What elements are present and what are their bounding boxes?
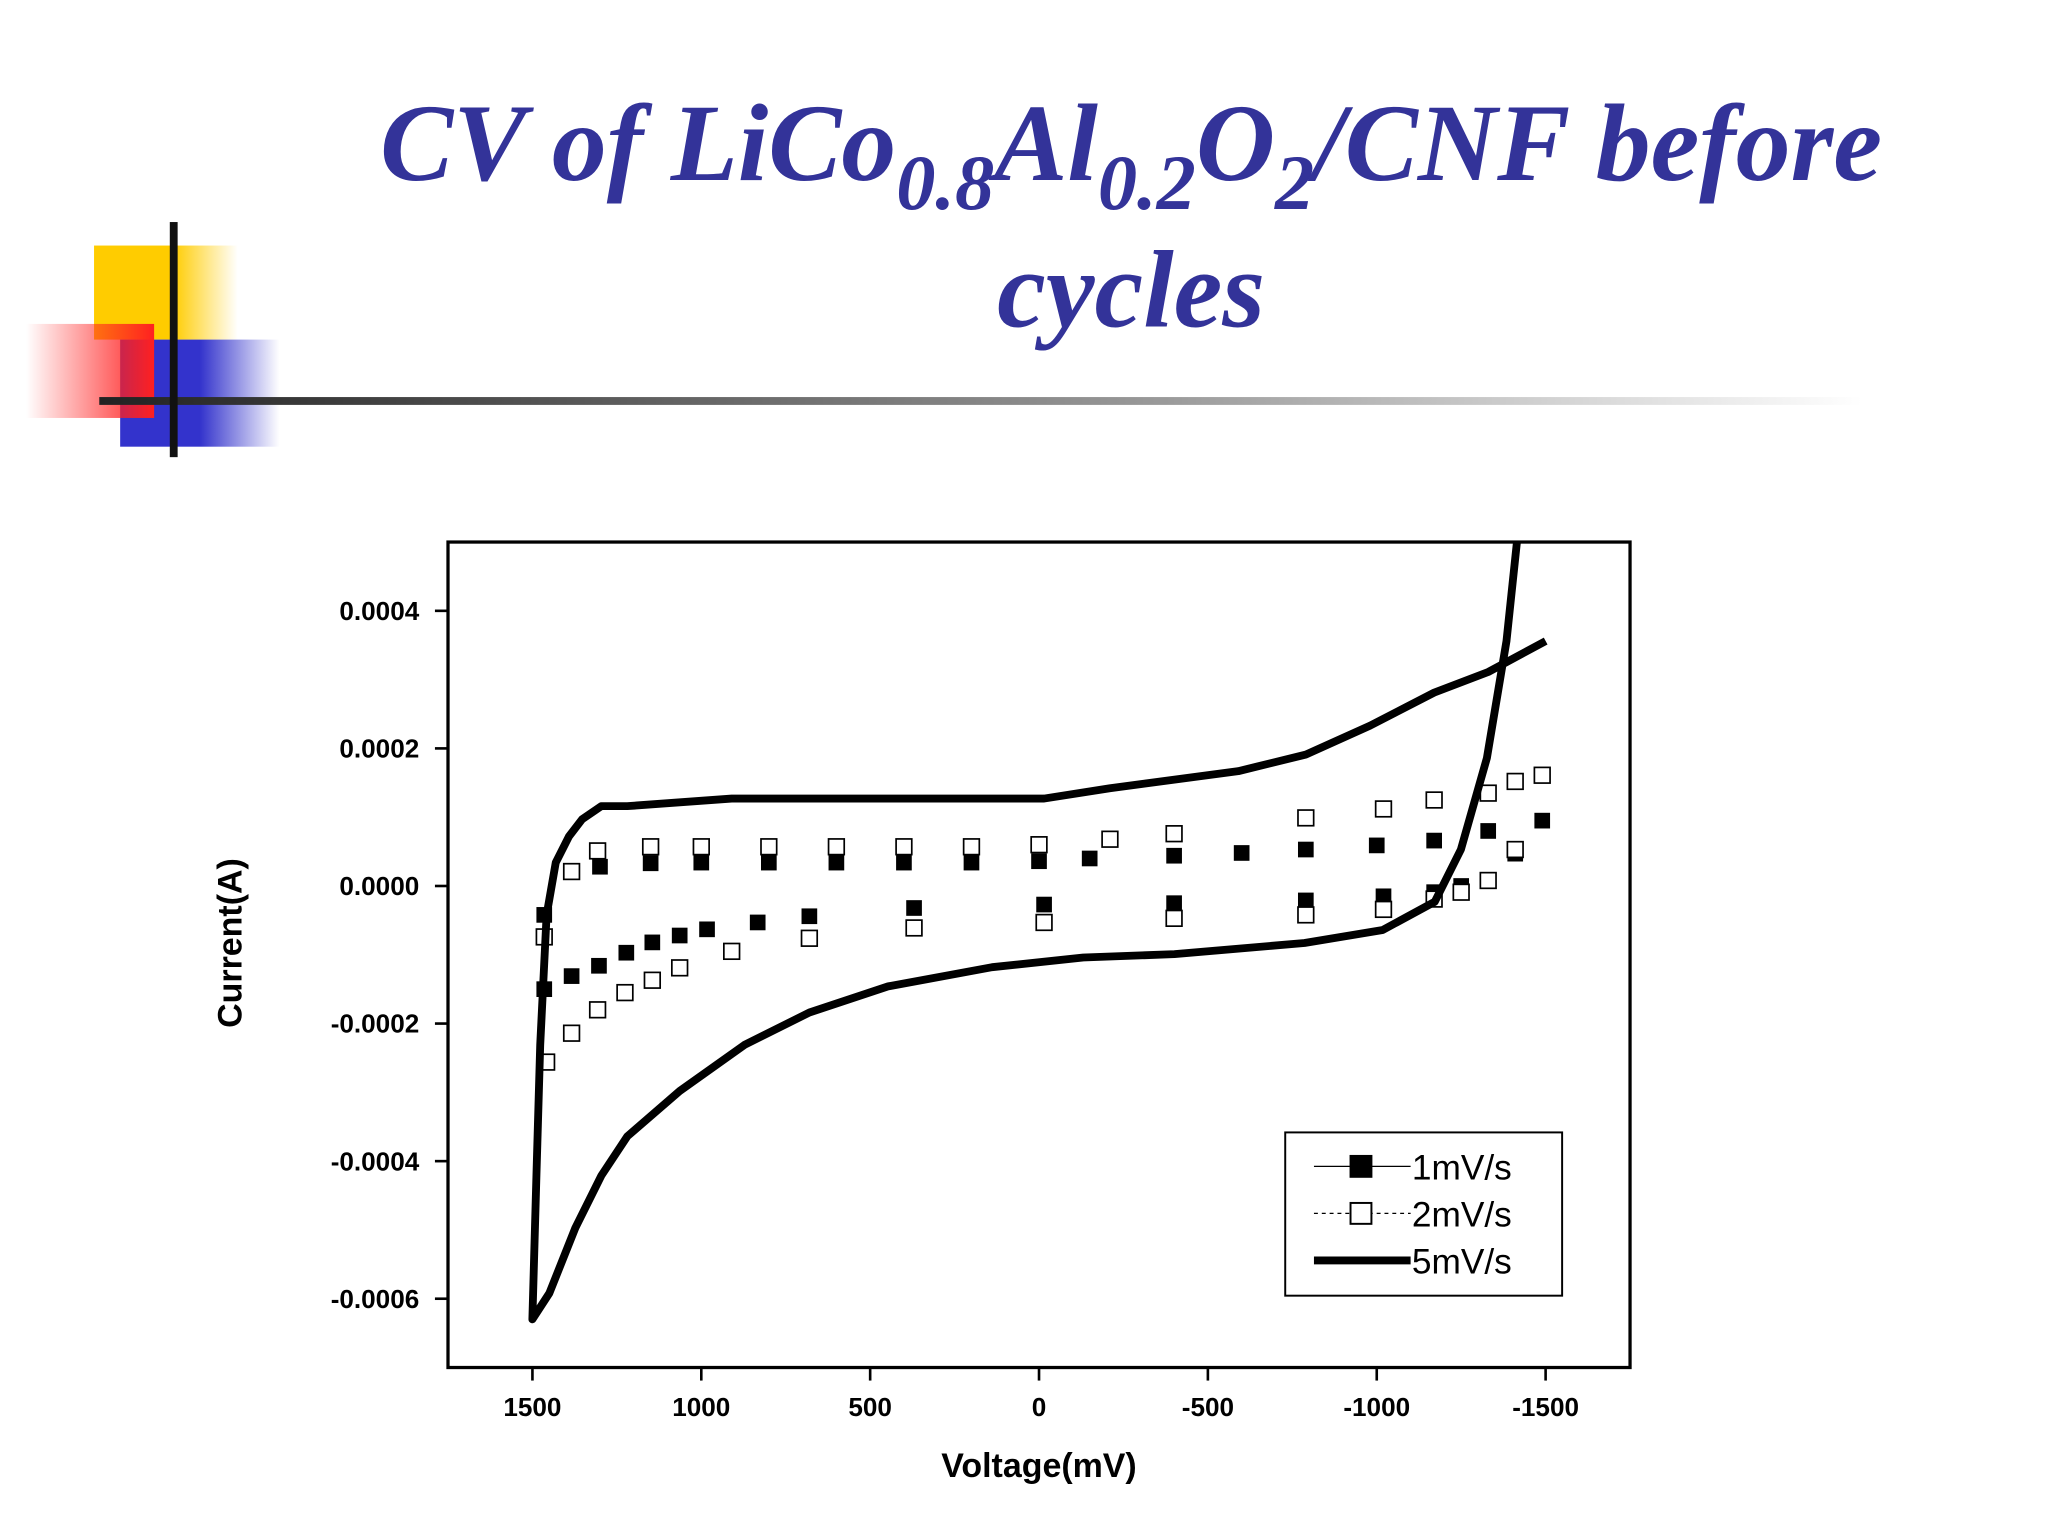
marker xyxy=(723,942,741,961)
marker xyxy=(1533,766,1551,784)
title-text: /CNF before xyxy=(1307,82,1882,204)
marker xyxy=(616,983,634,1002)
x-tick-label: 1000 xyxy=(672,1392,730,1422)
legend: 1mV/s 2mV/s 5mV/s xyxy=(1284,1131,1564,1297)
title-subscript: 2 xyxy=(1274,139,1314,226)
marker xyxy=(1297,892,1314,909)
marker xyxy=(1030,836,1048,854)
legend-label: 5mV/s xyxy=(1412,1242,1512,1281)
marker xyxy=(1297,841,1314,858)
marker xyxy=(592,858,608,875)
marker xyxy=(827,838,846,856)
marker xyxy=(618,944,635,961)
y-tick-label: 0.0002 xyxy=(339,734,419,764)
title-subscript: 0.2 xyxy=(1098,139,1196,226)
marker xyxy=(749,914,766,931)
marker xyxy=(562,862,581,881)
marker xyxy=(642,855,659,872)
marker xyxy=(1534,812,1551,829)
marker xyxy=(906,900,922,916)
marker xyxy=(1425,791,1443,809)
marker xyxy=(1165,909,1183,928)
marker xyxy=(962,838,981,856)
marker xyxy=(1031,853,1047,870)
marker xyxy=(1036,896,1052,913)
marker xyxy=(643,971,662,989)
marker xyxy=(1297,809,1315,827)
marker xyxy=(760,838,778,856)
marker xyxy=(692,838,710,856)
marker xyxy=(671,927,688,944)
series-line xyxy=(528,542,1548,1324)
legend-label: 1mV/s xyxy=(1412,1148,1512,1187)
title-text: cycles xyxy=(997,229,1265,351)
y-axis-label: Current(A) xyxy=(212,858,250,1028)
marker xyxy=(1101,830,1119,848)
title-text: O xyxy=(1196,82,1275,204)
marker xyxy=(1081,850,1098,867)
marker xyxy=(761,854,777,871)
decoration xyxy=(26,222,1863,458)
y-tick-label: -0.0006 xyxy=(331,1284,420,1314)
marker xyxy=(1035,913,1053,932)
title-subscript: 0.8 xyxy=(896,139,994,226)
marker xyxy=(562,1024,581,1042)
marker xyxy=(1506,772,1524,791)
marker xyxy=(670,959,689,977)
marker xyxy=(1479,784,1497,802)
marker xyxy=(1166,895,1182,912)
marker xyxy=(896,854,912,871)
marker xyxy=(1479,871,1497,890)
marker xyxy=(563,968,580,984)
title-line: cycles xyxy=(997,229,1265,351)
y-tick-label: 0.0004 xyxy=(339,596,419,626)
marker xyxy=(1374,800,1393,818)
marker xyxy=(1166,847,1182,864)
x-tick-label: 500 xyxy=(848,1392,892,1422)
marker xyxy=(693,854,710,871)
x-tick-label: -1000 xyxy=(1343,1392,1410,1422)
marker xyxy=(588,842,607,860)
legend-label: 2mV/s xyxy=(1412,1195,1512,1234)
marker xyxy=(1452,883,1470,901)
marker xyxy=(588,1001,607,1019)
marker xyxy=(1233,845,1250,861)
marker xyxy=(905,919,923,937)
marker xyxy=(1165,825,1183,843)
marker xyxy=(963,854,980,871)
y-tick-label: -0.0002 xyxy=(331,1009,420,1039)
marker xyxy=(828,854,845,871)
x-tick-label: 0 xyxy=(1032,1392,1047,1422)
x-tick-label: -500 xyxy=(1182,1392,1234,1422)
marker xyxy=(1375,888,1392,905)
marker xyxy=(1374,900,1393,919)
x-axis-label: Voltage(mV) xyxy=(941,1447,1136,1485)
title-text: CV of LiCo xyxy=(380,82,896,204)
marker xyxy=(1368,837,1385,854)
legend-marker xyxy=(1349,1201,1373,1225)
marker xyxy=(800,929,819,947)
marker xyxy=(1426,832,1442,849)
marker xyxy=(641,838,660,856)
title-line: CV of LiCo0.8Al0.2O2/CNF before xyxy=(380,82,1882,226)
axes: 0.0004 0.0002 0.0000 -0.0002 -0.0004 -0.0006 1… xyxy=(212,596,1579,1485)
marker xyxy=(1297,906,1315,924)
marker xyxy=(895,838,913,856)
y-tick-label: 0.0000 xyxy=(339,871,419,901)
marker xyxy=(644,934,661,951)
marker xyxy=(591,957,607,974)
x-tick-label: 1500 xyxy=(503,1392,561,1422)
legend-marker xyxy=(1349,1154,1373,1178)
title-text: Al xyxy=(988,82,1098,204)
plot-area xyxy=(528,542,1551,1324)
marker xyxy=(801,908,818,925)
marker xyxy=(1506,840,1524,859)
x-tick-label: -1500 xyxy=(1512,1392,1579,1422)
y-tick-label: -0.0004 xyxy=(331,1146,420,1176)
marker xyxy=(1480,823,1497,839)
marker xyxy=(699,921,715,938)
